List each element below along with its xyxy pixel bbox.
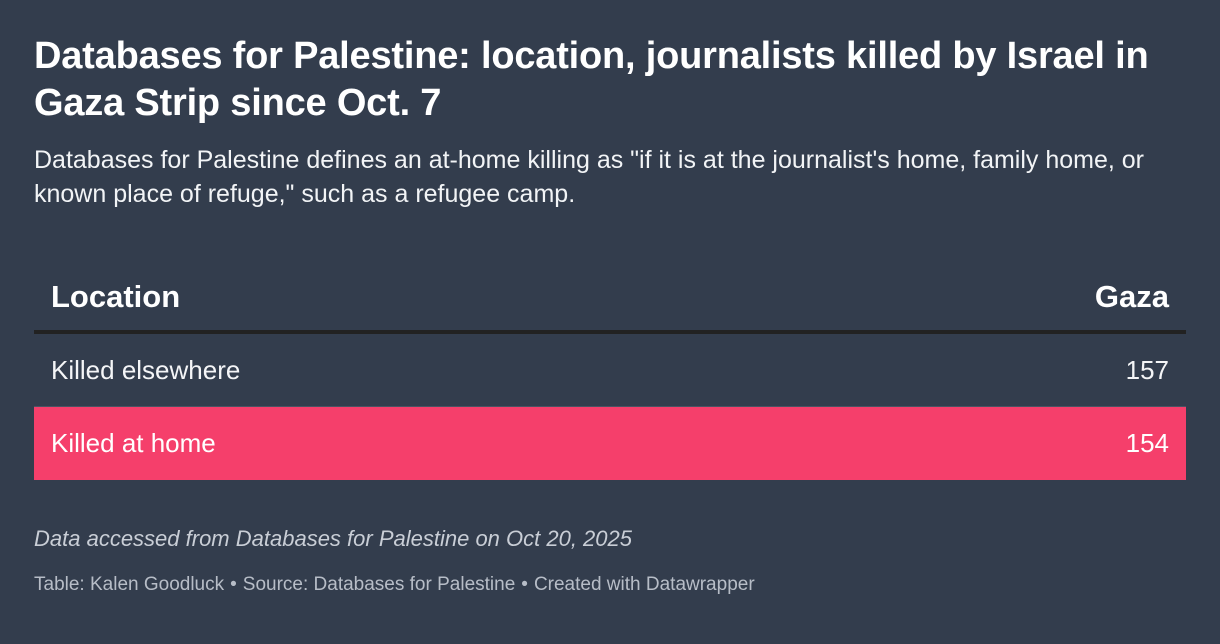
row-label: Killed elsewhere xyxy=(51,354,241,385)
data-table: Location Gaza Killed elsewhere 157 Kille… xyxy=(34,263,1186,480)
column-header-gaza[interactable]: Gaza xyxy=(1094,278,1169,314)
row-value: 157 xyxy=(1125,354,1169,385)
row-value: 154 xyxy=(1125,428,1169,458)
table-header: Location Gaza xyxy=(34,263,1186,334)
row-label: Killed at home xyxy=(51,428,216,458)
footer-source: Source: Databases for Palestine xyxy=(242,574,516,595)
table-row-killed-at-home: Killed at home 154 xyxy=(34,407,1186,480)
footer: Table: Kalen Goodluck • Source: Databases … xyxy=(34,574,755,596)
footer-separator: • xyxy=(230,574,237,595)
data-note: Data accessed from Databases for Palesti… xyxy=(34,526,632,551)
footer-separator: • xyxy=(521,574,528,595)
table-row-killed-elsewhere: Killed elsewhere 157 xyxy=(34,334,1186,407)
chart-subtitle: Databases for Palestine defines an at-ho… xyxy=(34,146,1145,208)
footer-credit: Table: Kalen Goodluck xyxy=(34,574,225,595)
footer-tool-link[interactable]: Created with Datawrapper xyxy=(533,574,755,595)
chart-title: Databases for Palestine: location, journ… xyxy=(34,35,1149,124)
column-header-location[interactable]: Location xyxy=(51,278,181,314)
